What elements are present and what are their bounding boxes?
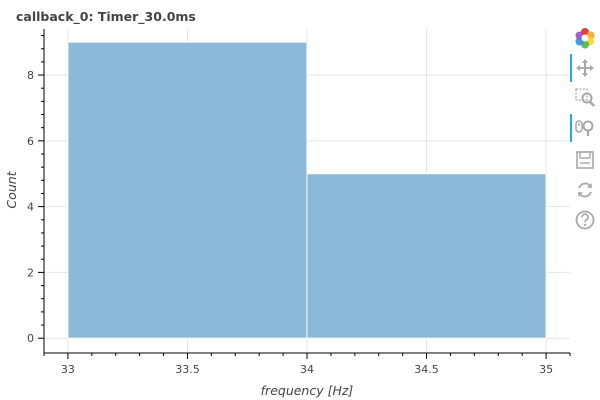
- x-tick-label-4: 35: [539, 363, 553, 376]
- histogram-bars: [67, 41, 547, 339]
- y-tick-label-0: 0: [27, 332, 34, 345]
- y-axis-ticks: 0 2 4 6 8: [27, 35, 44, 345]
- box-zoom-icon: [575, 88, 595, 107]
- histogram-bar-1: [306, 173, 547, 339]
- y-axis-label: Count: [4, 170, 19, 208]
- help-icon: [575, 210, 595, 230]
- toolbar: [568, 24, 600, 244]
- y-tick-label-1: 2: [27, 266, 34, 279]
- chart-title: callback_0: Timer_30.0ms: [16, 9, 196, 25]
- reset-icon: [578, 182, 592, 198]
- save-icon: [576, 151, 594, 169]
- y-tick-label-3: 6: [27, 135, 34, 148]
- pan-active-indicator: [570, 54, 572, 82]
- box-zoom-tool-button[interactable]: [568, 84, 600, 112]
- help-tool-button[interactable]: [568, 206, 600, 234]
- bokeh-logo-icon[interactable]: [568, 24, 600, 52]
- wheel-zoom-active-indicator: [570, 114, 572, 142]
- save-tool-button[interactable]: [568, 146, 600, 174]
- x-tick-label-0: 33: [61, 363, 75, 376]
- y-tick-label-2: 4: [27, 201, 34, 214]
- histogram-bar-0: [67, 41, 308, 339]
- wheel-zoom-tool-button[interactable]: [568, 114, 600, 142]
- x-axis-label: frequency [Hz]: [261, 383, 354, 398]
- wheel-zoom-icon: [575, 120, 594, 136]
- y-tick-label-4: 8: [27, 69, 34, 82]
- reset-tool-button[interactable]: [568, 176, 600, 204]
- x-axis-ticks: 33 33.5 34 34.5 35: [43, 353, 571, 376]
- pan-tool-button[interactable]: [568, 54, 600, 82]
- x-tick-label-1: 33.5: [175, 363, 200, 376]
- pan-icon: [576, 59, 594, 77]
- x-tick-label-2: 34: [300, 363, 314, 376]
- x-tick-label-3: 34.5: [414, 363, 439, 376]
